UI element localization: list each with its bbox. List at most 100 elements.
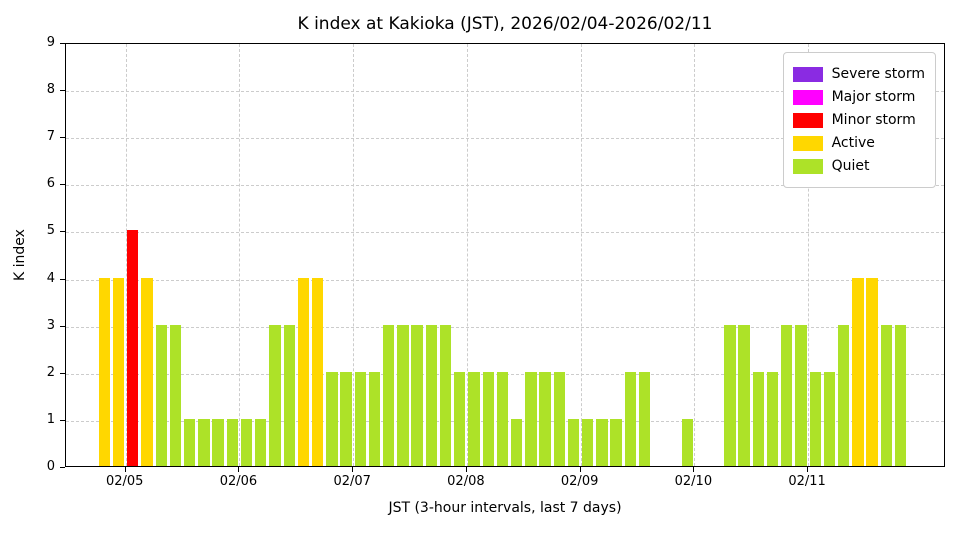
k-bar (795, 324, 807, 466)
y-tick-label: 0 (46, 459, 55, 474)
y-tick-label: 5 (46, 223, 55, 239)
k-bar (269, 324, 281, 466)
x-gridline (580, 44, 582, 466)
x-tick-mark (807, 467, 809, 472)
legend-label: Major storm (831, 89, 916, 105)
legend-swatch-icon (792, 158, 823, 174)
k-bar (781, 324, 793, 466)
k-bar (539, 371, 551, 466)
k-bar (596, 418, 608, 466)
y-gridline (66, 185, 944, 187)
k-bar (567, 418, 580, 466)
legend: Severe storm Major storm Minor storm Active… (782, 52, 936, 188)
k-bar (624, 371, 637, 466)
y-tick-mark (60, 43, 65, 44)
k-bar (766, 371, 779, 466)
x-tick-mark (238, 467, 240, 472)
y-tick-mark (60, 325, 65, 327)
k-bar (852, 277, 864, 466)
y-tick-label: 3 (46, 317, 55, 333)
legend-swatch-icon (792, 89, 823, 105)
y-tick-mark (60, 90, 65, 92)
legend-label: Severe storm (831, 66, 925, 82)
legend-swatch-icon (792, 112, 823, 128)
k-bar (354, 371, 366, 466)
x-tick-mark (124, 467, 126, 472)
x-tick-mark (465, 467, 467, 472)
y-tick-label: 9 (46, 35, 55, 50)
k-bar (411, 324, 423, 466)
k-bar (127, 230, 139, 466)
x-gridline (808, 44, 810, 466)
y-tick-label: 1 (46, 411, 55, 427)
x-tick-label: 02/07 (333, 474, 371, 489)
legend-label: Minor storm (831, 112, 916, 128)
x-tick-label: 02/10 (674, 474, 713, 489)
chart-title: K index at Kakioka (JST), 2026/02/04-202… (297, 14, 713, 34)
k-bar (169, 324, 182, 466)
k-bar (397, 324, 409, 466)
k-bar (425, 324, 438, 466)
k-bar (510, 418, 523, 466)
k-bar (866, 277, 878, 466)
legend-item-severe-storm: Severe storm (792, 66, 925, 82)
x-tick-label: 02/06 (219, 474, 258, 489)
y-tick-mark (60, 372, 65, 374)
legend-swatch-icon (792, 66, 823, 82)
k-bar (155, 324, 167, 466)
k-bar (98, 277, 111, 466)
y-tick-mark (60, 184, 65, 186)
y-gridline (66, 138, 944, 140)
x-axis-label: JST (3-hour intervals, last 7 days) (388, 500, 622, 516)
k-bar (112, 277, 125, 466)
y-gridline (66, 279, 944, 281)
k-bar (880, 324, 892, 466)
k-bar (198, 418, 210, 466)
k-bar (809, 371, 821, 466)
y-tick-label: 8 (46, 82, 55, 98)
k-bar (638, 371, 651, 466)
y-tick-mark (60, 137, 65, 139)
k-bar (368, 371, 381, 466)
k-bar (496, 371, 509, 466)
k-bar (837, 324, 850, 466)
x-tick-label: 02/09 (560, 474, 599, 489)
k-bar (553, 371, 565, 466)
k-bar (468, 371, 480, 466)
legend-label: Active (831, 135, 875, 151)
k-bar (738, 324, 750, 466)
y-tick-label: 7 (46, 129, 55, 145)
k-bar (724, 324, 736, 466)
k-bar (439, 324, 452, 466)
y-gridline (66, 232, 944, 234)
x-tick-label: 02/08 (447, 474, 485, 489)
k-bar (255, 418, 267, 466)
plot-area: Severe storm Major storm Minor storm Active… (65, 43, 945, 467)
k-bar (240, 418, 253, 466)
k-bar (212, 418, 224, 466)
legend-label: Quiet (831, 158, 870, 174)
k-bar (582, 418, 594, 466)
y-tick-mark (60, 419, 65, 421)
x-gridline (694, 44, 696, 466)
x-tick-label: 02/05 (105, 474, 144, 489)
k-bar (183, 418, 196, 466)
k-bar (752, 371, 764, 466)
x-gridline (466, 44, 468, 466)
k-bar (226, 418, 238, 466)
k-bar (340, 371, 352, 466)
legend-item-active: Active (792, 135, 925, 151)
k-bar (311, 277, 324, 466)
k-bar (610, 418, 622, 466)
legend-item-minor-storm: Minor storm (792, 112, 925, 128)
y-tick-mark (60, 231, 65, 233)
k-bar (894, 324, 907, 466)
x-tick-label: 02/11 (788, 474, 826, 489)
legend-item-quiet: Quiet (792, 158, 925, 174)
y-tick-mark (60, 278, 65, 280)
k-bar (454, 371, 466, 466)
x-gridline (239, 44, 241, 466)
legend-swatch-icon (792, 135, 823, 151)
k-bar (326, 371, 338, 466)
